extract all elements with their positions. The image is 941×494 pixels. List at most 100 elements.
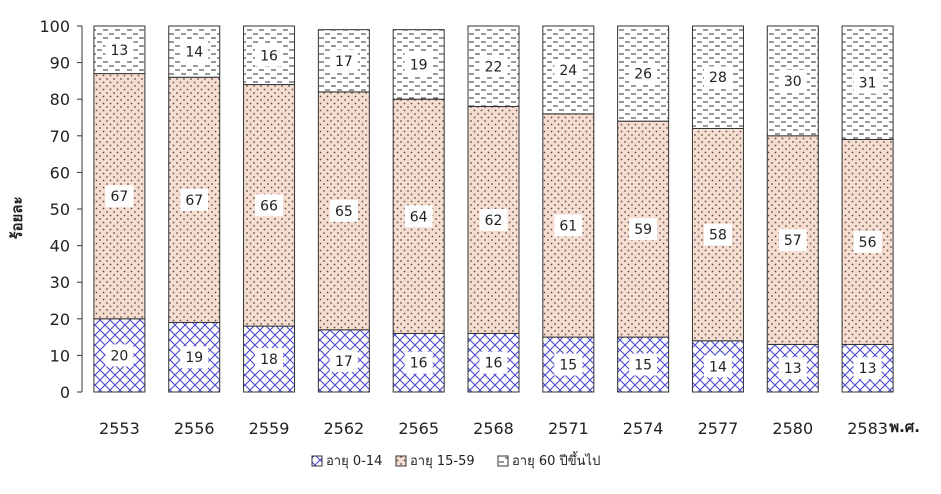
segment-value-label: 65 [335,204,353,220]
y-tick-label: 100 [39,17,70,36]
segment-value-label: 16 [485,356,503,372]
segment-label-bg [180,346,209,369]
segment-value-label: 15 [559,358,577,374]
segment-value-label: 18 [260,352,278,368]
x-tick-label: 2574 [623,419,664,438]
segment-label-bg [180,40,209,63]
legend-swatch [395,455,407,467]
segment-label-bg [853,230,882,253]
y-tick-label: 30 [50,273,70,292]
segment-label-bg [554,58,583,81]
legend-swatch [311,455,323,467]
y-tick-label: 40 [50,237,70,256]
segment-value-label: 59 [634,222,652,238]
segment-label-bg [255,44,284,67]
segment-value-label: 57 [784,233,802,249]
x-tick-label: 2565 [398,419,439,438]
segment-value-label: 14 [709,359,727,375]
segment-label-bg [629,353,658,376]
x-tick-label: 2559 [249,419,290,438]
legend: อายุ 0-14 อายุ 15-59 อายุ 60 ปีขึ้นไป [311,451,600,469]
segment-value-label: 24 [559,63,577,79]
segment-label-bg [329,49,358,72]
segment-label-bg [329,349,358,372]
legend-label: อายุ 60 ปีขึ้นไป [512,451,600,469]
segment-value-label: 62 [485,213,503,229]
segment-label-bg [105,344,134,367]
segment-value-label: 15 [634,358,652,374]
segment-value-label: 17 [335,54,353,70]
segment-value-label: 13 [784,361,802,377]
segment-label-bg [778,229,807,252]
legend-label: อายุ 15-59 [410,454,475,469]
segment-label-bg [404,205,433,228]
segment-label-bg [255,194,284,217]
x-axis-unit-label: พ.ศ. [889,418,920,436]
segment-label-bg [105,38,134,61]
segment-label-bg [404,53,433,76]
y-tick-label: 0 [60,383,70,402]
segment-value-label: 13 [859,361,877,377]
segment-label-bg [853,357,882,380]
segment-value-label: 14 [185,45,203,61]
segment-value-label: 61 [559,218,577,234]
segment-label-bg [255,348,284,371]
segment-value-label: 30 [784,74,802,90]
segment-value-label: 19 [410,57,428,73]
x-tick-label: 2568 [473,419,514,438]
x-tick-label: 2562 [324,419,365,438]
segment-label-bg [404,351,433,374]
segment-value-label: 67 [110,189,128,205]
segment-label-bg [479,208,508,231]
segment-label-bg [629,62,658,85]
segment-value-label: 58 [709,228,727,244]
segment-label-bg [703,66,732,89]
segment-label-bg [329,199,358,222]
segment-label-bg [479,351,508,374]
x-tick-label: 2583 [847,419,888,438]
axis-layer: 0 10 20 30 40 50 60 70 80 90 100 2553 2556 2559 2562 25… [39,17,887,438]
y-tick-label: 60 [50,163,70,182]
segment-value-label: 28 [709,70,727,86]
x-tick-label: 2580 [772,419,813,438]
segment-value-label: 20 [110,348,128,364]
y-axis-label: ร้อยละ [8,196,26,239]
segment-label-bg [479,55,508,78]
segment-value-label: 17 [335,354,353,370]
segment-label-bg [778,69,807,92]
segment-label-bg [853,71,882,94]
segment-value-label: 22 [485,59,503,75]
segment-value-label: 66 [260,198,278,214]
segment-label-bg [554,214,583,237]
segment-value-label: 19 [185,350,203,366]
bar-segment [93,25,146,75]
x-tick-label: 2553 [99,419,140,438]
y-tick-label: 10 [50,346,70,365]
x-tick-label: 2556 [174,419,215,438]
segment-value-label: 13 [110,43,128,59]
segment-value-label: 31 [859,76,877,92]
segment-label-bg [105,185,134,208]
segment-value-label: 67 [185,193,203,209]
segment-value-label: 64 [410,209,428,225]
x-tick-label: 2577 [698,419,739,438]
segment-value-label: 56 [859,235,877,251]
legend-swatch [497,455,509,467]
y-tick-label: 70 [50,127,70,146]
y-tick-label: 90 [50,54,70,73]
x-tick-label: 2571 [548,419,589,438]
segment-label-bg [554,353,583,376]
segment-label-bg [778,357,807,380]
segment-label-bg [703,223,732,246]
segment-label-bg [180,188,209,211]
segment-value-label: 26 [634,67,652,83]
legend-label: อายุ 0-14 [326,454,382,469]
segment-value-label: 16 [260,48,278,64]
label-layer: 20 67 13 19 67 14 18 66 16 17 65 17 16 64 19 16 62 22 15 61… [105,38,882,380]
segment-value-label: 16 [410,356,428,372]
bar-segment [392,29,445,100]
segment-label-bg [629,218,658,241]
y-tick-label: 80 [50,90,70,109]
y-tick-label: 20 [50,310,70,329]
